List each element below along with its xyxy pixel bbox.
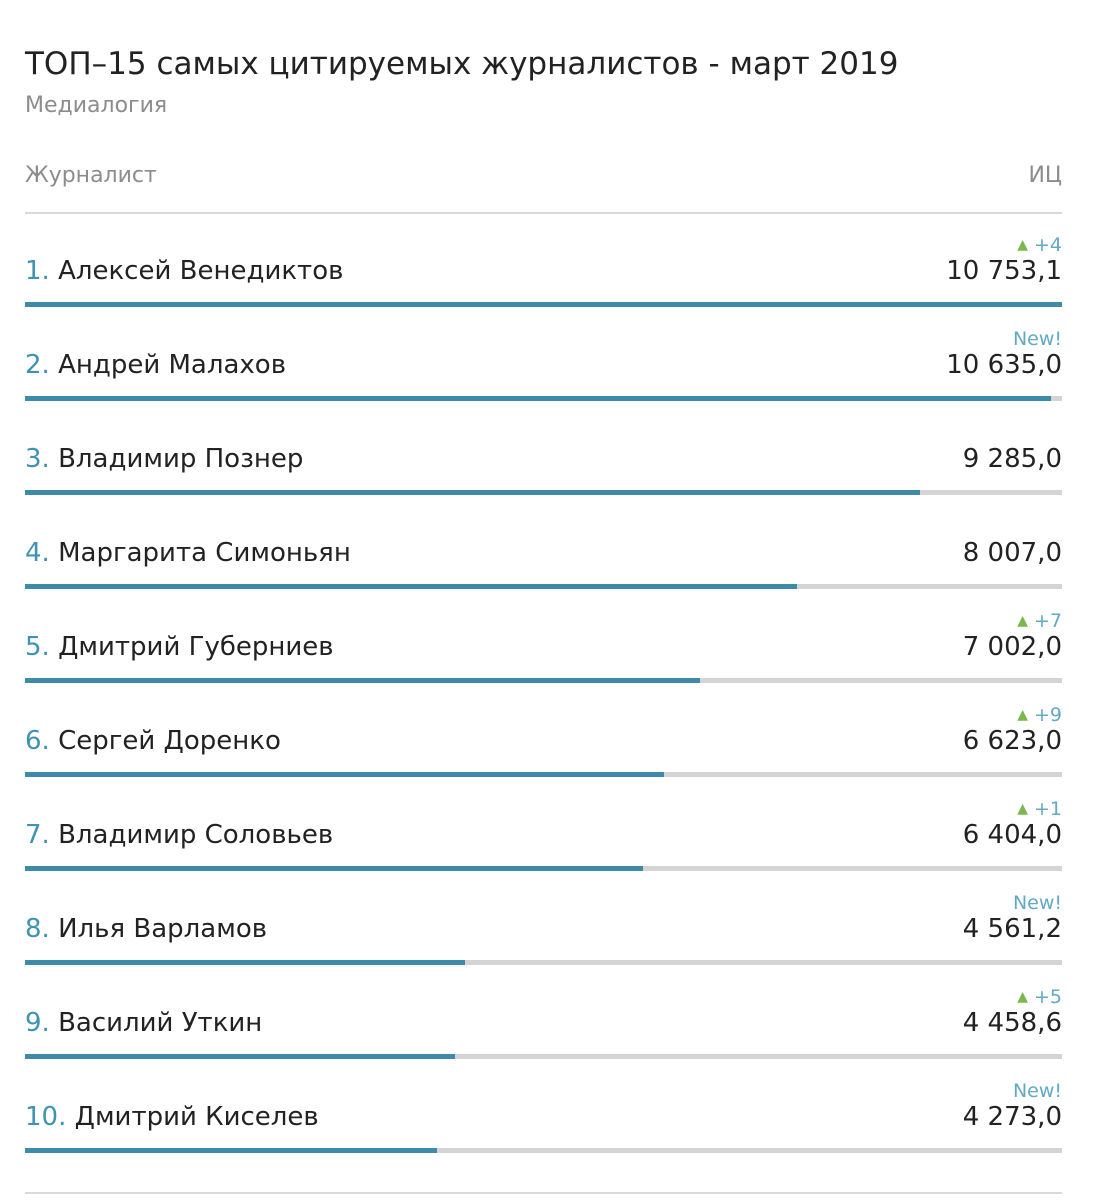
change-text: +9 bbox=[1033, 704, 1062, 726]
rank-change-badge: ▲ +7 bbox=[1017, 609, 1062, 635]
ranking-row: 8. Илья Варламов New! 4 561,2 bbox=[25, 872, 1062, 966]
citation-index-value: 6 404,0 bbox=[962, 820, 1062, 850]
journalist-name-text: Сергей Доренко bbox=[58, 726, 281, 756]
bar-track bbox=[25, 302, 1062, 307]
ranking-row: 6. Сергей Доренко ▲ +9 6 623,0 bbox=[25, 684, 1062, 778]
journalist-name-text: Владимир Познер bbox=[58, 444, 304, 474]
rank-number: 4. bbox=[25, 538, 50, 568]
bar bbox=[25, 302, 1062, 307]
rank-number: 9. bbox=[25, 1008, 50, 1038]
bar bbox=[25, 584, 798, 589]
journalist-name: 5. Дмитрий Губерниев bbox=[25, 630, 334, 664]
ranking-row: 1. Алексей Венедиктов ▲ +4 10 753,1 bbox=[25, 214, 1062, 308]
journalist-name-text: Дмитрий Губерниев bbox=[58, 632, 334, 662]
journalist-name: 4. Маргарита Симоньян bbox=[25, 536, 351, 570]
bar bbox=[25, 678, 701, 683]
rank-number: 8. bbox=[25, 914, 50, 944]
rank-change-badge: ▲ +9 bbox=[1017, 703, 1062, 729]
header-divider bbox=[25, 212, 1062, 214]
ranking-row: 5. Дмитрий Губерниев ▲ +7 7 002,0 bbox=[25, 590, 1062, 684]
rank-change-badge: ▲ +5 bbox=[1017, 985, 1062, 1011]
journalist-name: 3. Владимир Познер bbox=[25, 442, 303, 476]
journalist-name-text: Дмитрий Киселев bbox=[74, 1102, 319, 1132]
ranking-row: 9. Василий Уткин ▲ +5 4 458,6 bbox=[25, 966, 1062, 1060]
journalist-name-text: Маргарита Симоньян bbox=[58, 538, 351, 568]
ranking-row: 7. Владимир Соловьев ▲ +1 6 404,0 bbox=[25, 778, 1062, 872]
new-badge: New! bbox=[1013, 891, 1062, 915]
journalist-name-text: Василий Уткин bbox=[58, 1008, 263, 1038]
change-text: +7 bbox=[1033, 610, 1062, 632]
rank-change-badge: ▲ +4 bbox=[1017, 233, 1062, 259]
rank-number: 2. bbox=[25, 350, 50, 380]
journalist-name: 8. Илья Варламов bbox=[25, 912, 267, 946]
citation-index-value: 4 458,6 bbox=[962, 1008, 1062, 1038]
bar-track bbox=[25, 960, 1062, 965]
citation-index-value: 4 273,0 bbox=[962, 1102, 1062, 1132]
bar-track bbox=[25, 490, 1062, 495]
triangle-up-icon: ▲ bbox=[1017, 613, 1028, 629]
new-badge: New! bbox=[1013, 327, 1062, 351]
bar bbox=[25, 772, 664, 777]
rank-change-badge: ▲ +1 bbox=[1017, 797, 1062, 823]
change-text: New! bbox=[1012, 892, 1062, 914]
bar bbox=[25, 490, 921, 495]
citation-index-value: 6 623,0 bbox=[962, 726, 1062, 756]
change-text: +1 bbox=[1033, 798, 1062, 820]
bar-track bbox=[25, 772, 1062, 777]
rank-number: 7. bbox=[25, 820, 50, 850]
change-text: +5 bbox=[1033, 986, 1062, 1008]
journalist-name: 2. Андрей Малахов bbox=[25, 348, 286, 382]
new-badge: New! bbox=[1013, 1079, 1062, 1103]
citation-index-value: 10 753,1 bbox=[946, 256, 1062, 286]
bar-track bbox=[25, 1148, 1062, 1153]
journalist-name: 9. Василий Уткин bbox=[25, 1006, 262, 1040]
column-header-index: ИЦ bbox=[1028, 163, 1062, 188]
citation-index-value: 10 635,0 bbox=[946, 350, 1062, 380]
change-text: +4 bbox=[1033, 234, 1062, 256]
bar-track bbox=[25, 1054, 1062, 1059]
bar bbox=[25, 866, 643, 871]
journalist-name-text: Андрей Малахов bbox=[58, 350, 287, 380]
journalist-name: 7. Владимир Соловьев bbox=[25, 818, 333, 852]
change-text: New! bbox=[1012, 328, 1062, 350]
citation-index-value: 8 007,0 bbox=[962, 538, 1062, 568]
bottom-divider bbox=[25, 1192, 1062, 1194]
triangle-up-icon: ▲ bbox=[1017, 707, 1028, 723]
triangle-up-icon: ▲ bbox=[1017, 989, 1028, 1005]
ranking-row: 2. Андрей Малахов New! 10 635,0 bbox=[25, 308, 1062, 402]
rank-number: 10. bbox=[25, 1102, 67, 1132]
ranking-row: 10. Дмитрий Киселев New! 4 273,0 bbox=[25, 1060, 1062, 1154]
rank-number: 1. bbox=[25, 256, 50, 286]
bar-track bbox=[25, 396, 1062, 401]
chart-subtitle: Медиалогия bbox=[25, 93, 168, 118]
journalist-name-text: Илья Варламов bbox=[58, 914, 268, 944]
rank-number: 5. bbox=[25, 632, 50, 662]
ranking-row: 4. Маргарита Симоньян 8 007,0 bbox=[25, 496, 1062, 590]
journalist-name: 10. Дмитрий Киселев bbox=[25, 1100, 319, 1134]
rank-number: 6. bbox=[25, 726, 50, 756]
bar bbox=[25, 960, 465, 965]
journalist-name: 1. Алексей Венедиктов bbox=[25, 254, 343, 288]
triangle-up-icon: ▲ bbox=[1017, 237, 1028, 253]
bar bbox=[25, 396, 1051, 401]
ranking-row: 3. Владимир Познер 9 285,0 bbox=[25, 402, 1062, 496]
rank-number: 3. bbox=[25, 444, 50, 474]
citation-index-value: 9 285,0 bbox=[962, 444, 1062, 474]
citation-index-value: 4 561,2 bbox=[962, 914, 1062, 944]
change-text: New! bbox=[1012, 1080, 1062, 1102]
bar-track bbox=[25, 866, 1062, 871]
chart-title: ТОП–15 самых цитируемых журналистов - ма… bbox=[25, 46, 899, 82]
bar bbox=[25, 1148, 438, 1153]
citation-index-value: 7 002,0 bbox=[962, 632, 1062, 662]
bar-track bbox=[25, 678, 1062, 683]
triangle-up-icon: ▲ bbox=[1017, 801, 1028, 817]
bar-track bbox=[25, 584, 1062, 589]
bar bbox=[25, 1054, 455, 1059]
journalist-name: 6. Сергей Доренко bbox=[25, 724, 281, 758]
journalist-name-text: Алексей Венедиктов bbox=[58, 256, 344, 286]
column-header-journalist: Журналист bbox=[25, 163, 157, 188]
chart-card: ТОП–15 самых цитируемых журналистов - ма… bbox=[25, 0, 1062, 1200]
journalist-name-text: Владимир Соловьев bbox=[58, 820, 334, 850]
ranking-list: 1. Алексей Венедиктов ▲ +4 10 753,1 2. Андре… bbox=[25, 214, 1062, 1154]
